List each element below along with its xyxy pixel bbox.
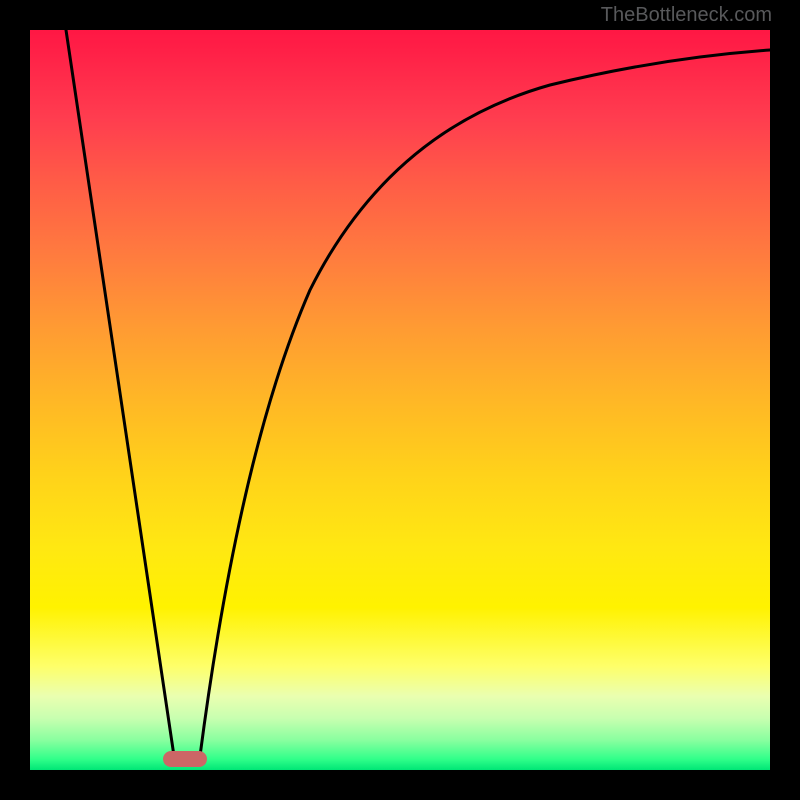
plot-area [30, 30, 770, 770]
curve-path-right [200, 50, 770, 756]
watermark-text: TheBottleneck.com [601, 4, 772, 27]
curve-layer [30, 30, 770, 770]
bottleneck-marker [163, 751, 207, 767]
chart-container: TheBottleneck.com [0, 0, 800, 800]
curve-line-left [66, 30, 174, 756]
